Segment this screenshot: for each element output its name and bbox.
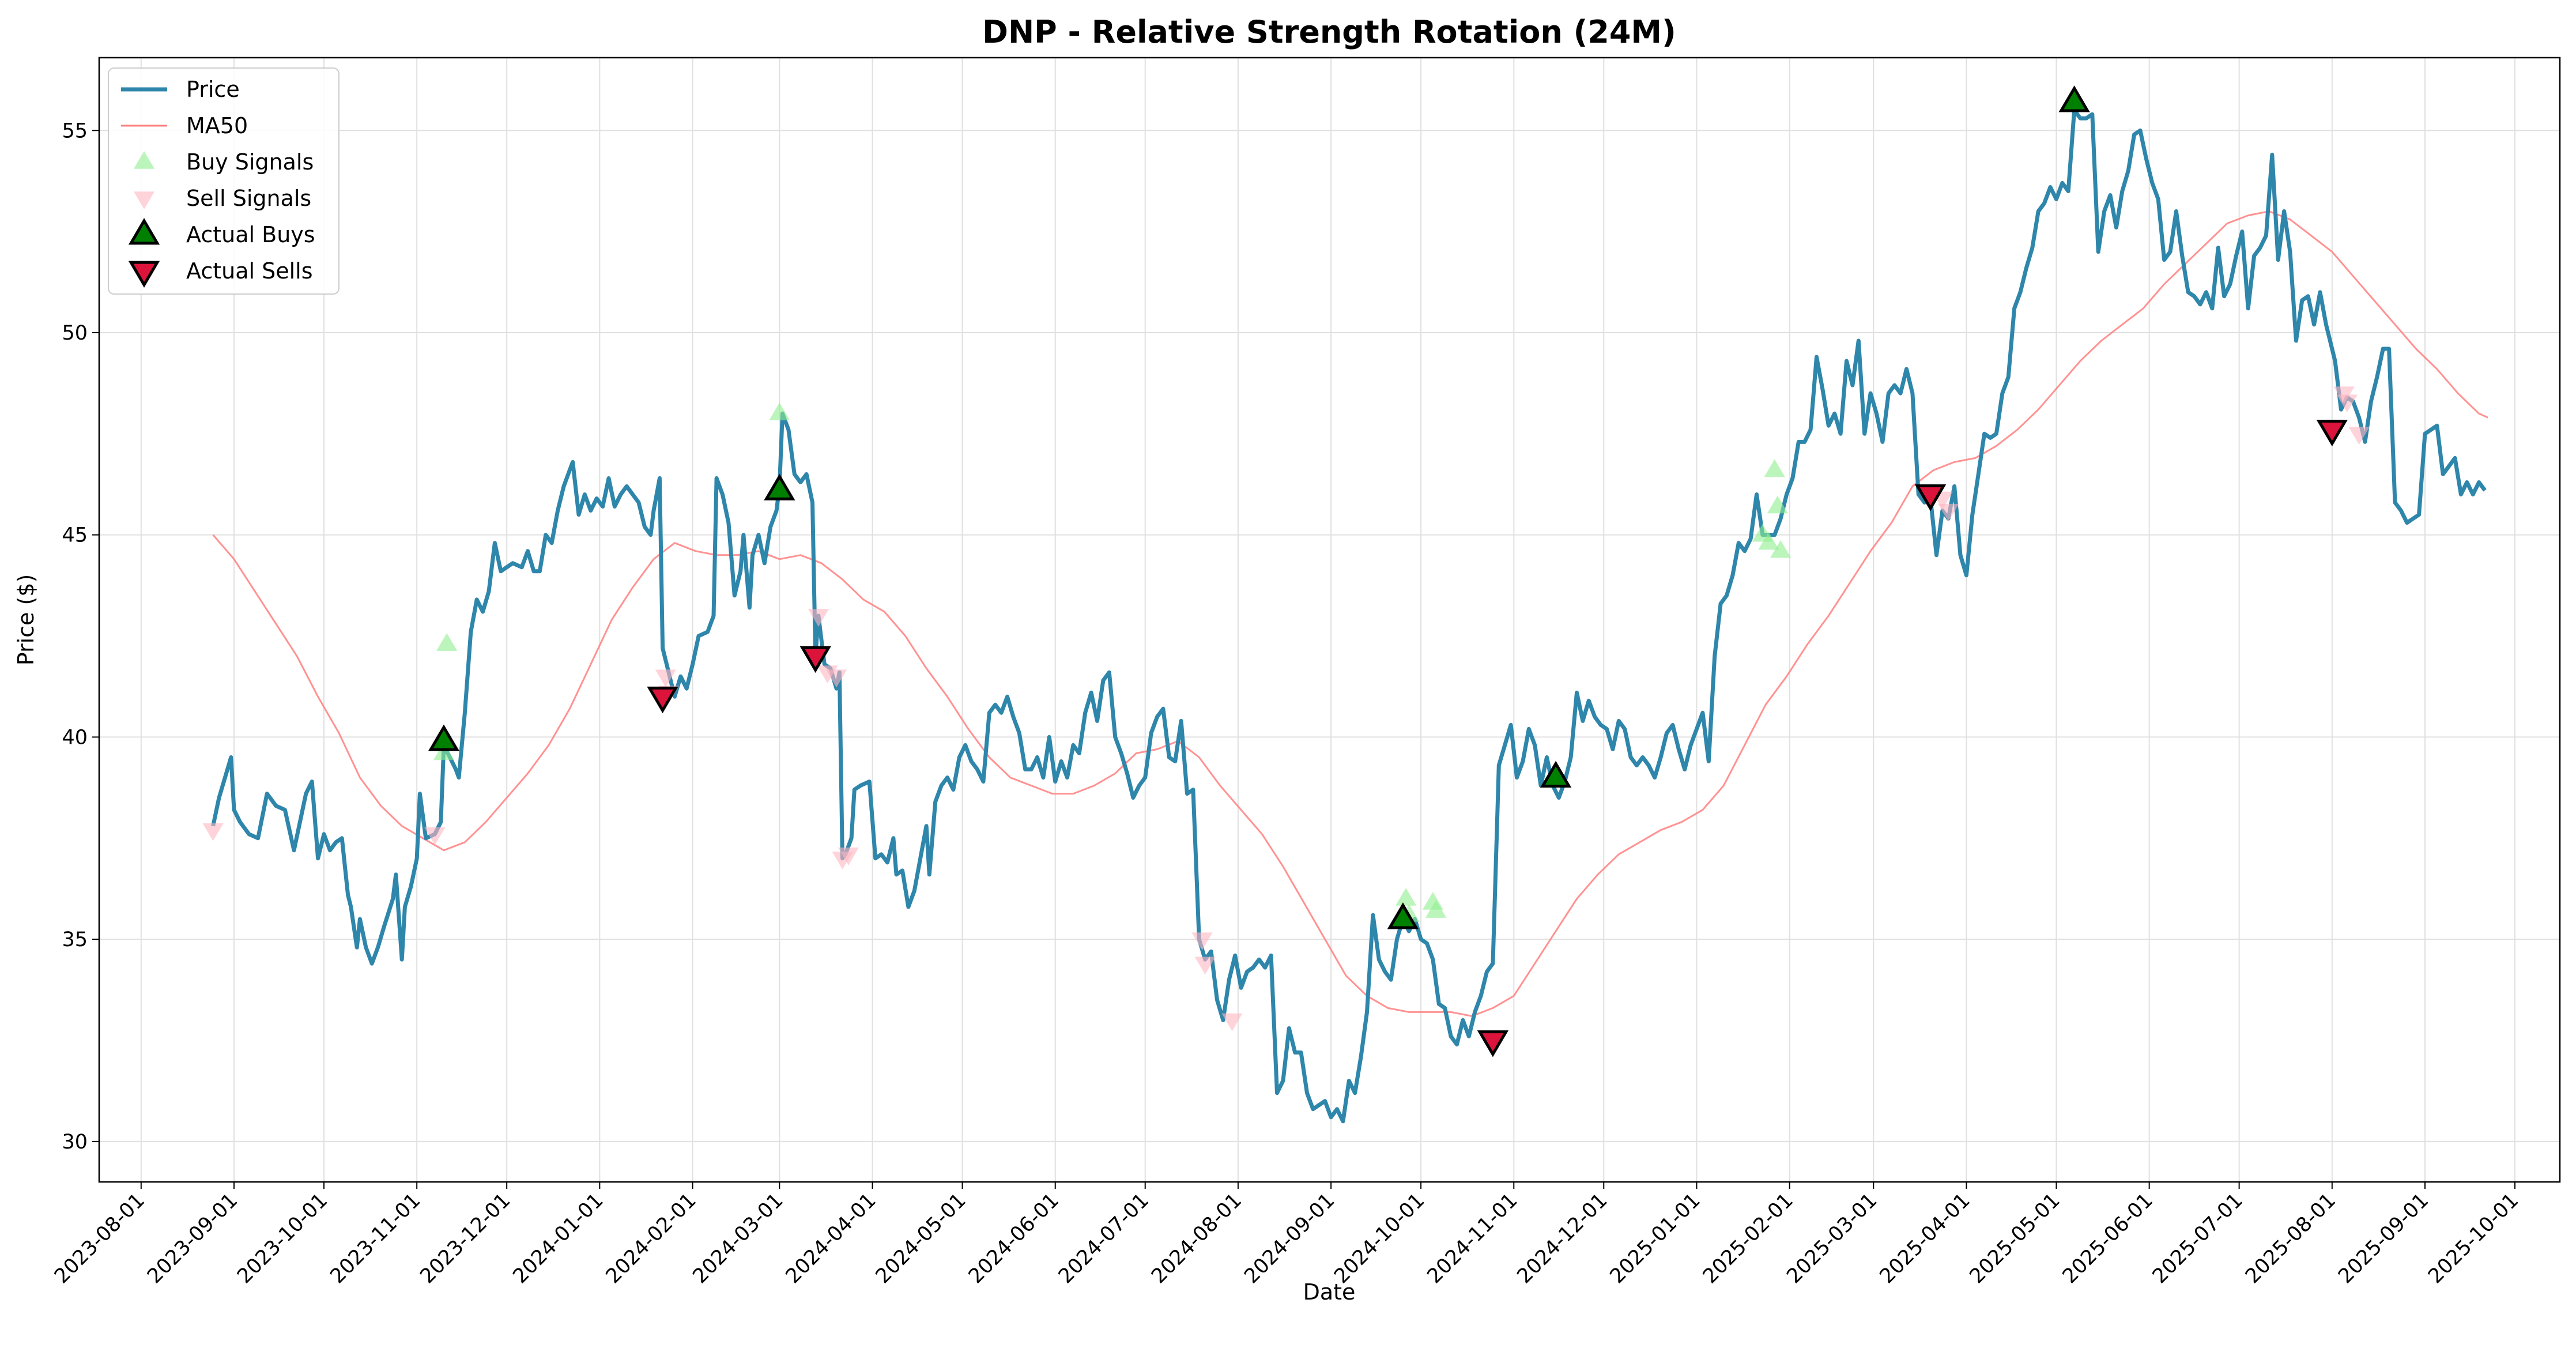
sell-signal-marker [2336, 394, 2358, 413]
sell-signal-marker [1938, 503, 1959, 522]
sell-signal-marker [1221, 1013, 1243, 1031]
buy-signal-marker [1764, 459, 1785, 477]
actual-sell-marker [799, 646, 831, 673]
ma50-layer [212, 210, 2488, 1017]
sell-signal-marker [424, 827, 446, 845]
actual-trade-layer [428, 85, 2348, 1057]
legend-sell-signal-swatch [133, 191, 155, 209]
actual-buy-marker [428, 724, 460, 751]
legend-actual-sell-swatch [128, 261, 160, 288]
legend-label: Price [186, 77, 240, 102]
legend-label: MA50 [186, 113, 248, 138]
legend-box [108, 67, 340, 295]
actual-buy-marker [1387, 902, 1419, 929]
sell-signal-marker [838, 848, 859, 865]
actual-buy-marker [764, 473, 795, 500]
price-layer [211, 108, 2487, 1124]
sell-signal-marker [1191, 932, 1213, 951]
actual-sell-marker [647, 686, 678, 714]
y-axis-title: Price ($) [13, 574, 39, 666]
buy-signal-marker [1770, 540, 1791, 558]
actual-sell-marker [1914, 484, 1947, 511]
sell-signal-marker [1194, 956, 1216, 975]
y-tick-label: 55 [62, 119, 88, 142]
sell-signal-marker [808, 609, 829, 627]
y-tick-label: 50 [62, 322, 88, 345]
ma50-line [212, 210, 2488, 1017]
sell-signal-marker [826, 669, 847, 688]
sell-signal-marker [202, 823, 224, 841]
x-axis-title: Date [1303, 1279, 1356, 1305]
legend-label: Actual Buys [186, 222, 315, 247]
legend-label: Sell Signals [186, 186, 311, 211]
actual-sell-marker [1477, 1030, 1509, 1057]
buy-signal-marker [1425, 900, 1447, 918]
price-line [211, 108, 2487, 1124]
actual-buy-marker [2058, 85, 2090, 112]
buy-signal-marker [1758, 532, 1779, 550]
x-gridlines [140, 58, 2516, 1182]
legend-label: Actual Sells [186, 258, 313, 284]
y-axis: 30 35 40 45 50 55 [62, 119, 99, 1154]
y-tick-label: 45 [62, 524, 88, 547]
sell-signal-marker [2348, 427, 2370, 445]
buy-signal-marker [433, 742, 455, 760]
y-tick-label: 30 [62, 1131, 88, 1154]
chart-title: DNP - Relative Strength Rotation (24M) [982, 14, 1676, 50]
buy-signal-marker [1767, 495, 1788, 514]
y-gridlines [99, 130, 2560, 1142]
legend-actual-buy-swatch [128, 218, 160, 245]
legend-buy-signal-swatch [133, 151, 155, 169]
y-tick-label: 40 [62, 726, 88, 749]
buy-signal-marker [1396, 887, 1417, 906]
buy-signal-marker [769, 402, 790, 421]
legend: Price MA50 Buy Signals Sell Signals Actual B… [108, 67, 340, 295]
y-tick-label: 35 [62, 928, 88, 951]
legend-label: Buy Signals [186, 149, 314, 175]
buy-signal-marker [436, 633, 458, 651]
plot-frame [98, 57, 2561, 1183]
actual-buy-marker [1540, 760, 1572, 788]
sell-signal-marker [655, 669, 676, 688]
actual-sell-marker [2316, 419, 2348, 447]
